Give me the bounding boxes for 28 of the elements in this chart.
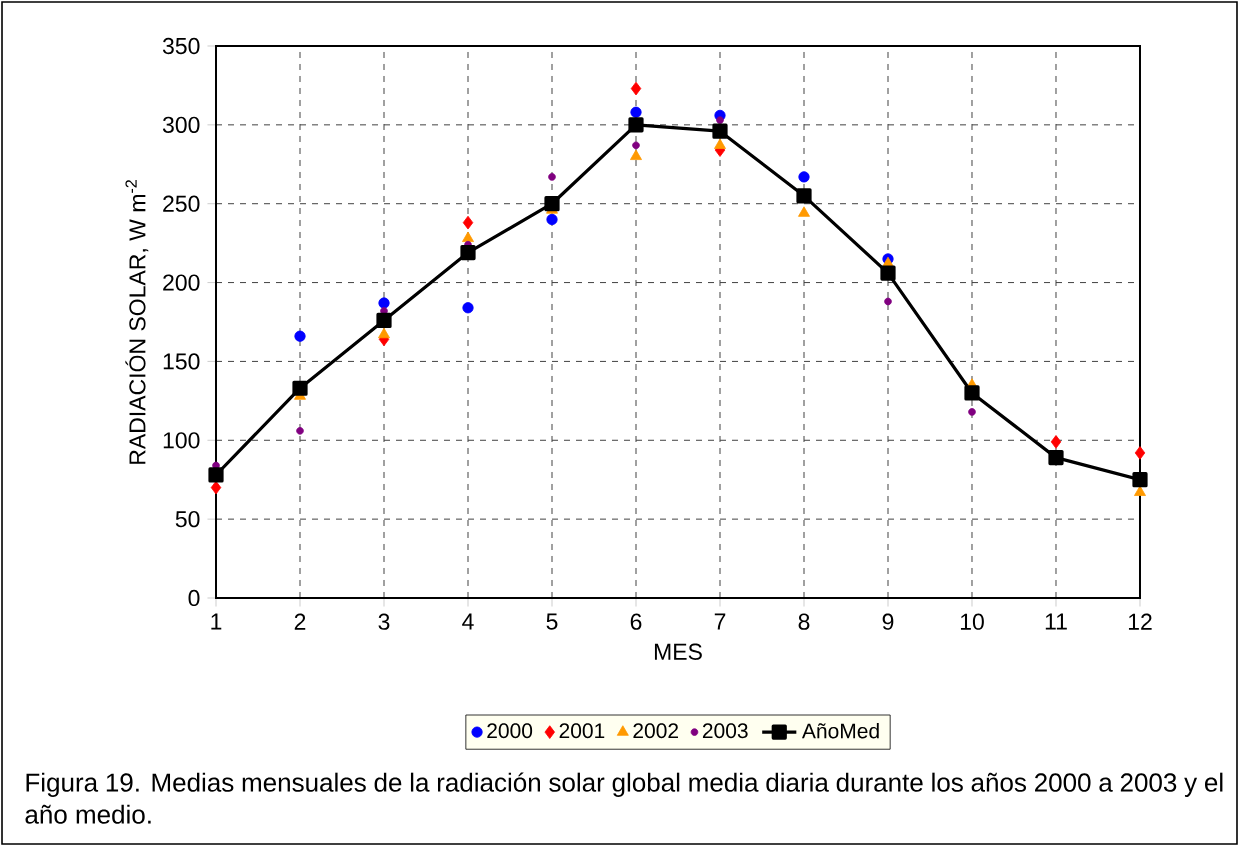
x-tick-label: 5 bbox=[546, 613, 558, 630]
legend-label: 2003 bbox=[702, 723, 748, 739]
y-tick-label: 300 bbox=[162, 116, 200, 133]
y-tick-label: 150 bbox=[163, 353, 200, 370]
legend-label: 2000 bbox=[487, 723, 533, 739]
y-tick-label: 50 bbox=[175, 510, 200, 528]
x-tick-label: 6 bbox=[630, 613, 642, 630]
x-tick-label: 8 bbox=[798, 613, 810, 630]
x-tick-label: 11 bbox=[1045, 613, 1067, 630]
x-tick-label: 12 bbox=[1128, 613, 1152, 630]
text: Figura 19. Medias mensuales de la radiación solar global media diaria durante los años 2000 a 2003 y el año medio. bbox=[25, 772, 1223, 824]
legend-label: 2001 bbox=[559, 723, 605, 739]
x-tick-label: 10 bbox=[960, 613, 984, 630]
x-tick-label: 3 bbox=[378, 613, 390, 630]
x-tick-label: 4 bbox=[462, 613, 474, 630]
legend-label: AñoMed bbox=[801, 723, 879, 739]
y-tick-label: 0 bbox=[188, 589, 200, 607]
y-tick-label: 200 bbox=[163, 274, 200, 291]
x-tick-label: 2 bbox=[294, 613, 306, 630]
x-tick-label: 7 bbox=[714, 613, 726, 630]
x-axis-title: MES bbox=[654, 643, 702, 660]
x-tick-label: 9 bbox=[882, 613, 894, 630]
x-tick-label: 1 bbox=[211, 613, 222, 630]
y-tick-label: 250 bbox=[163, 195, 200, 212]
legend-label: 2002 bbox=[633, 723, 678, 739]
y-tick-label: 100 bbox=[163, 432, 200, 449]
y-axis-title: RADIACIÓN SOLAR, W m$^{-2}$ bbox=[125, 180, 149, 464]
y-tick-label: 350 bbox=[162, 37, 200, 55]
